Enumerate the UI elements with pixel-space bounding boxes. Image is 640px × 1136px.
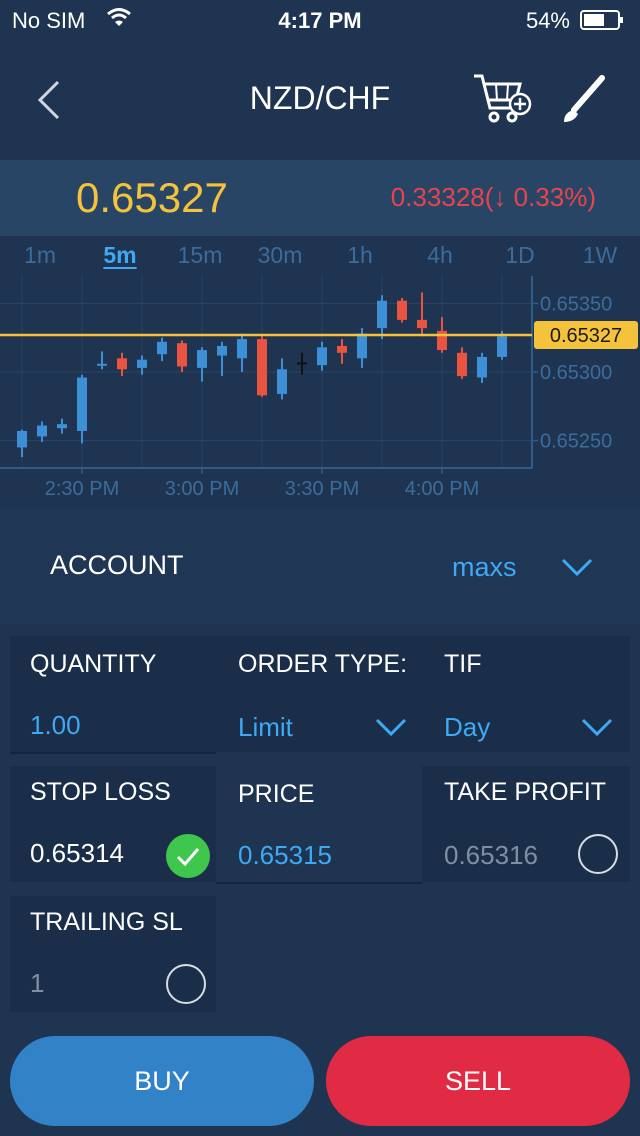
candlestick-chart[interactable]: 0.65350 0.65300 0.65250 2:30 PM 3:00 PM 3:30 … <box>0 276 640 506</box>
current-price-tag <box>534 320 638 349</box>
tab-timeframe-5m[interactable]: 5m <box>103 242 137 268</box>
x-tick-label: 4:00 PM <box>405 478 479 500</box>
current-price-tag-label: 0.65327 <box>550 325 622 347</box>
y-tick-label: 0.65350 <box>540 293 612 315</box>
candle <box>57 418 67 434</box>
stop-loss-label: STOP LOSS <box>30 778 171 806</box>
x-tick-label: 2:30 PM <box>45 478 119 500</box>
battery-icon <box>580 10 623 30</box>
candle <box>197 347 207 382</box>
stop-loss-cell[interactable]: STOP LOSS 0.65314 <box>10 766 216 882</box>
price-change: 0.33328(↓ 0.33%) <box>390 182 596 212</box>
candle <box>117 352 127 377</box>
candle <box>257 336 267 397</box>
tif-select[interactable]: Day <box>444 712 491 742</box>
order-type-cell[interactable]: ORDER TYPE: Limit <box>216 636 422 752</box>
y-tick-label: 0.65300 <box>540 362 612 384</box>
chevron-down-icon[interactable] <box>560 556 594 578</box>
back-chevron-icon[interactable] <box>30 76 70 124</box>
candle <box>217 341 227 377</box>
quantity-input[interactable]: 1.00 <box>30 710 81 740</box>
tab-timeframe-1h[interactable]: 1h <box>347 242 373 268</box>
candle <box>277 358 287 400</box>
account-value[interactable]: maxs <box>452 552 517 582</box>
trailing-sl-toggle[interactable] <box>166 964 206 1004</box>
account-row[interactable] <box>0 506 640 624</box>
chevron-down-icon[interactable] <box>374 716 408 738</box>
tif-cell[interactable]: TIF Day <box>422 636 630 752</box>
y-tick-label: 0.65250 <box>540 431 612 453</box>
status-bar: No SIM 4:17 PM 54% <box>0 0 640 40</box>
tab-timeframe-1w[interactable]: 1W <box>582 242 618 268</box>
take-profit-cell[interactable]: TAKE PROFIT 0.65316 <box>422 766 630 882</box>
candle <box>417 292 427 337</box>
candle <box>377 295 387 340</box>
price-label: PRICE <box>238 780 315 808</box>
candle <box>477 352 487 383</box>
take-profit-toggle[interactable] <box>578 834 618 874</box>
tab-timeframe-1m[interactable]: 1m <box>24 242 56 268</box>
candle <box>317 341 327 371</box>
wifi-icon <box>107 8 131 26</box>
quantity-label: QUANTITY <box>30 650 157 678</box>
candle <box>77 374 87 444</box>
candle <box>397 297 407 323</box>
quantity-cell[interactable]: QUANTITY 1.00 <box>10 636 216 752</box>
x-tick-label: 3:30 PM <box>285 478 359 500</box>
trailing-sl-input[interactable]: 1 <box>30 968 45 998</box>
stop-loss-input[interactable]: 0.65314 <box>30 838 124 868</box>
clock: 4:17 PM <box>278 8 362 33</box>
candle <box>137 355 147 375</box>
divider <box>216 882 422 884</box>
candle <box>157 337 167 362</box>
take-profit-label: TAKE PROFIT <box>444 778 607 806</box>
carrier-label: No SIM <box>12 8 86 33</box>
tab-timeframe-1d[interactable]: 1D <box>505 242 535 268</box>
candle <box>17 429 27 458</box>
account-label: ACCOUNT <box>50 550 184 580</box>
x-tick-label: 3:00 PM <box>165 478 239 500</box>
page-title: NZD/CHF <box>249 80 391 116</box>
check-icon[interactable] <box>166 834 210 878</box>
tif-label: TIF <box>444 650 482 678</box>
battery-percent: 54% <box>525 8 570 33</box>
candle <box>37 421 47 442</box>
candle <box>177 340 187 372</box>
pencil-icon[interactable] <box>558 72 610 126</box>
quote-bar <box>0 160 640 236</box>
candle <box>97 351 107 370</box>
order-type-select[interactable]: Limit <box>238 712 293 742</box>
candle <box>237 333 247 372</box>
sell-button[interactable]: SELL <box>326 1036 630 1126</box>
chevron-down-icon[interactable] <box>580 716 614 738</box>
trailing-sl-cell[interactable]: TRAILING SL 1 <box>10 896 216 1012</box>
order-type-label: ORDER TYPE: <box>238 650 408 678</box>
candle <box>337 339 347 364</box>
add-to-cart-icon[interactable] <box>470 70 534 128</box>
candle <box>457 347 467 379</box>
trailing-sl-label: TRAILING SL <box>30 908 183 936</box>
candle <box>297 352 307 375</box>
tab-timeframe-15m[interactable]: 15m <box>177 242 223 268</box>
price-cell[interactable]: PRICE 0.65315 <box>216 766 422 882</box>
take-profit-input[interactable]: 0.65316 <box>444 840 538 870</box>
timeframe-tabs: 1m 5m 15m 30m 1h 4h 1D 1W <box>0 236 640 276</box>
tab-timeframe-30m[interactable]: 30m <box>257 242 303 268</box>
price-input[interactable]: 0.65315 <box>238 840 332 870</box>
buy-button[interactable]: BUY <box>10 1036 314 1126</box>
tab-timeframe-4h[interactable]: 4h <box>427 242 453 268</box>
divider <box>10 752 216 754</box>
current-price: 0.65327 <box>76 174 228 221</box>
